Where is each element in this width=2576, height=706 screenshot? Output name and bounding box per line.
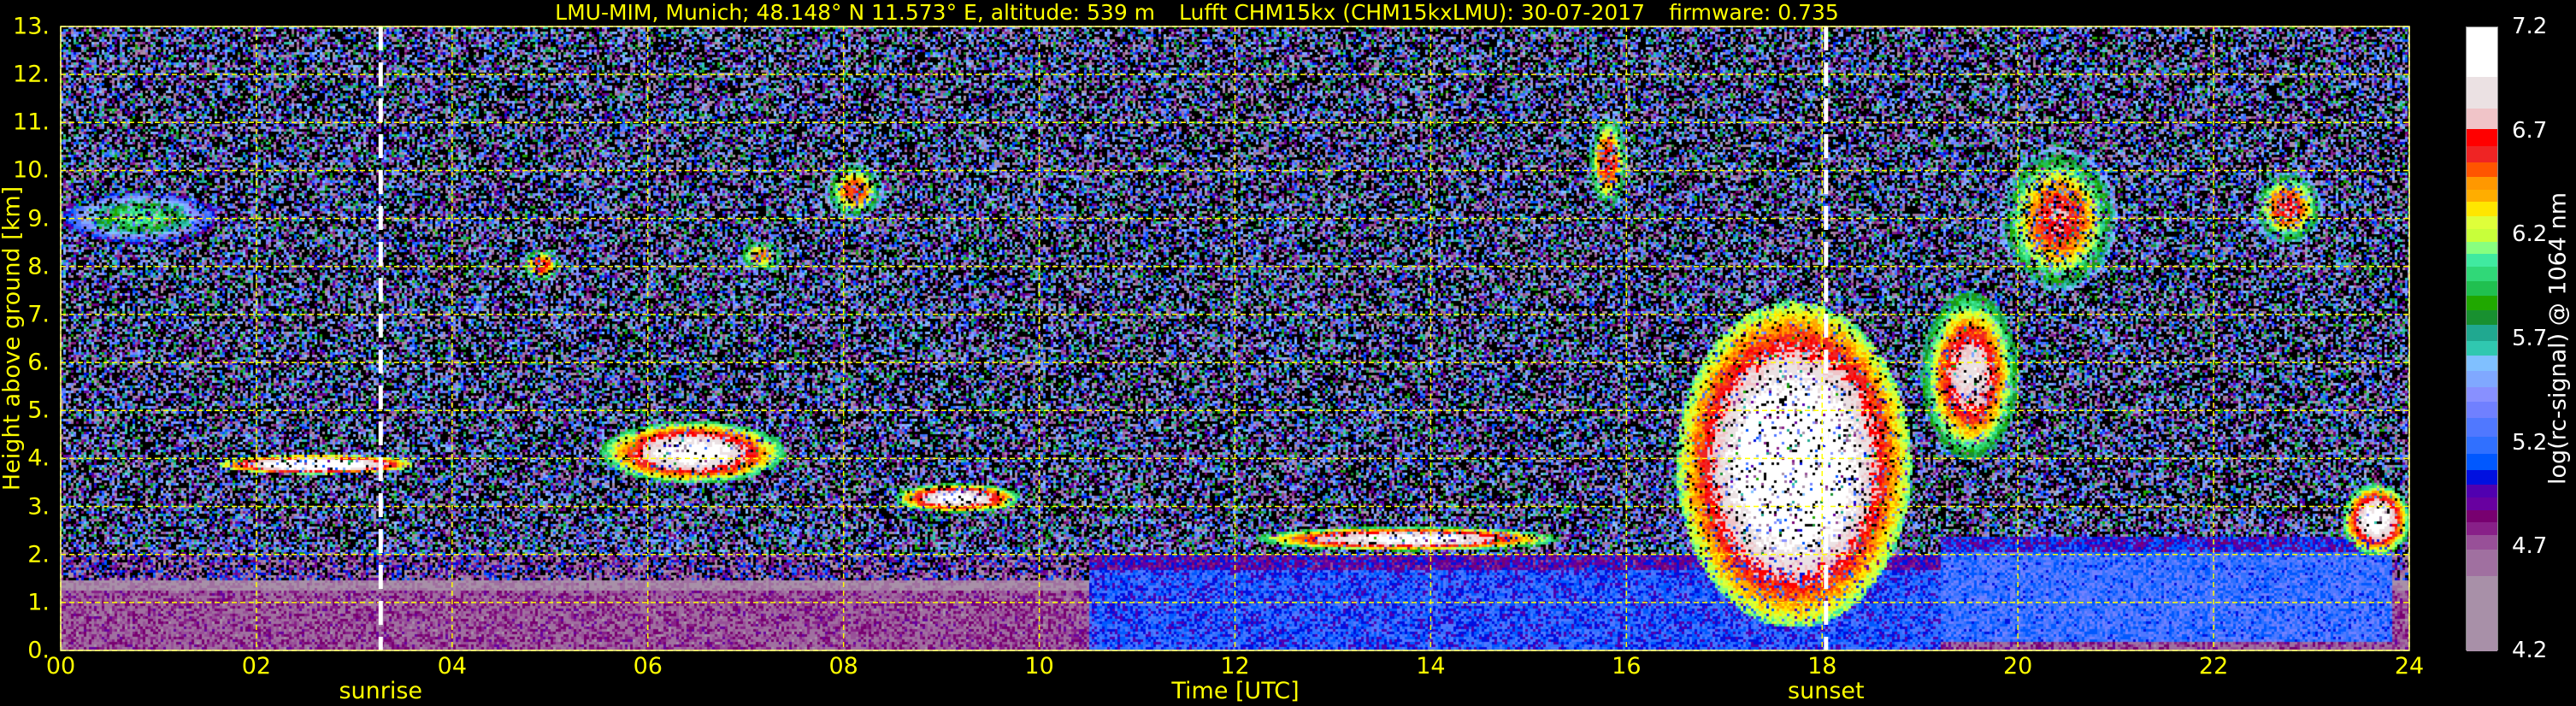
colorbar-level	[2467, 254, 2497, 268]
colorbar-label: log(rc-signal) @ 1064 nm	[2544, 191, 2572, 485]
y-tick-label: 7.	[27, 301, 50, 328]
colorbar-level	[2467, 356, 2497, 371]
y-tick-label: 5.	[27, 397, 50, 424]
colorbar-level	[2467, 241, 2497, 255]
colorbar-level	[2467, 129, 2497, 147]
x-tick-label: 20	[2002, 653, 2033, 680]
sunset-label: sunset	[1788, 678, 1865, 704]
colorbar-level	[2467, 162, 2497, 178]
colorbar-level	[2467, 216, 2497, 230]
colorbar-tick-label: 4.2	[2512, 638, 2548, 663]
y-tick-label: 12.	[13, 61, 50, 88]
colorbar-level	[2467, 324, 2497, 342]
cloud-feature	[1920, 291, 2018, 459]
colorbar-level	[2467, 229, 2497, 243]
y-axis-label: Height above ground [km]	[0, 185, 26, 491]
y-tick-label: 1.	[27, 589, 50, 616]
colorbar-level	[2467, 534, 2497, 550]
x-tick-label: 06	[633, 653, 663, 680]
colorbar-level	[2467, 418, 2497, 438]
cirrus-feature	[2253, 170, 2321, 242]
colorbar-tick-label: 6.2	[2512, 221, 2548, 248]
colorbar-level	[2467, 202, 2497, 217]
y-tick-label: 4.	[27, 444, 50, 472]
x-tick-label: 00	[45, 653, 76, 680]
colorbar-level	[2467, 145, 2497, 163]
x-tick-label: 12	[1220, 653, 1250, 680]
cloud-feature	[2341, 482, 2409, 554]
title-firmware: firmware: 0.735	[1669, 0, 1839, 25]
colorbar-level	[2467, 470, 2497, 485]
colorbar-level	[2467, 522, 2497, 536]
colorbar-level	[2467, 485, 2497, 498]
colorbar-level	[2467, 108, 2497, 130]
colorbar-tick-label: 5.2	[2512, 429, 2548, 456]
colorbar-level	[2467, 549, 2497, 577]
colorbar-level	[2467, 266, 2497, 282]
boundary-layer-feature	[1940, 535, 2390, 641]
x-tick-label: 14	[1416, 653, 1446, 680]
colorbar-level	[2467, 402, 2497, 419]
x-tick-label: 02	[241, 653, 272, 680]
colorbar-level	[2467, 295, 2497, 311]
y-tick-label: 3.	[27, 493, 50, 521]
cirrus-feature	[736, 238, 785, 271]
cloud-feature	[217, 454, 413, 473]
colorbar-level	[2467, 509, 2497, 523]
colorbar-tick-label: 6.7	[2512, 117, 2548, 144]
colorbar	[2466, 26, 2498, 652]
y-tick-label: 0.	[27, 637, 50, 664]
colorbar-level	[2467, 576, 2497, 652]
colorbar-level	[2467, 386, 2497, 403]
plot-area	[60, 26, 2410, 651]
x-tick-label: 10	[1024, 653, 1054, 680]
title-instrument: Lufft CHM15kx (CHM15kxLMU): 30-07-2017	[1179, 0, 1646, 25]
plot-overlay	[60, 26, 2410, 651]
colorbar-level	[2467, 280, 2497, 297]
x-tick-label: 08	[828, 653, 858, 680]
colorbar-tick-label: 5.7	[2512, 326, 2548, 351]
colorbar-level	[2467, 177, 2497, 191]
convective-feature	[1676, 300, 1911, 627]
x-tick-label: 04	[437, 653, 468, 680]
x-tick-label: 16	[1612, 653, 1642, 680]
y-tick-label: 10.	[13, 156, 50, 184]
colorbar-level	[2467, 497, 2497, 511]
title-site: LMU-MIM, Munich; 48.148° N 11.573° E, al…	[555, 0, 1156, 25]
colorbar-level	[2467, 453, 2497, 471]
y-tick-label: 6.	[27, 349, 50, 376]
y-tick-label: 2.	[27, 541, 50, 568]
colorbar-level	[2467, 77, 2497, 109]
colorbar-tick-label: 7.2	[2512, 14, 2548, 39]
y-tick-label: 9.	[27, 205, 50, 232]
cloud-feature	[1254, 526, 1558, 550]
cloud-feature	[599, 420, 785, 482]
boundary-layer-feature	[61, 579, 2409, 650]
cirrus-feature	[824, 161, 883, 218]
sunrise-label: sunrise	[339, 678, 423, 704]
x-tick-label: 24	[2394, 653, 2425, 680]
cirrus-feature	[1588, 113, 1627, 209]
x-axis-label: Time [UTC]	[1171, 678, 1300, 704]
colorbar-level	[2467, 370, 2497, 388]
colorbar-level	[2467, 309, 2497, 326]
cirrus-feature	[61, 190, 217, 243]
chart-title: LMU-MIM, Munich; 48.148° N 11.573° E, al…	[0, 0, 2394, 26]
plot-frame	[60, 26, 2410, 651]
cirrus-feature	[521, 247, 560, 280]
x-tick-label: 18	[1807, 653, 1837, 680]
colorbar-level	[2467, 437, 2497, 455]
colorbar-level	[2467, 341, 2497, 356]
colorbar-tick-label: 4.7	[2512, 533, 2548, 560]
y-tick-label: 13.	[13, 13, 50, 40]
x-tick-label: 22	[2198, 653, 2229, 680]
colorbar-level	[2467, 27, 2497, 78]
colorbar-level	[2467, 189, 2497, 203]
y-tick-label: 8.	[27, 253, 50, 280]
y-tick-label: 11.	[13, 109, 50, 136]
